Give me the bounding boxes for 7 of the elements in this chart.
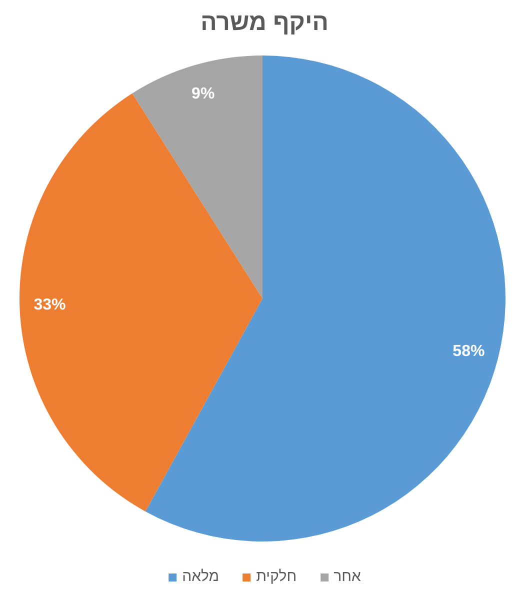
legend-label: מלאה [182,568,220,585]
data-label: 58% [452,342,485,360]
legend-label: אחר [334,568,361,585]
data-label: 9% [192,86,215,103]
data-label: 33% [34,296,66,314]
legend-label: חלקית [256,568,297,585]
chart-title: היקף משרה [200,9,328,36]
